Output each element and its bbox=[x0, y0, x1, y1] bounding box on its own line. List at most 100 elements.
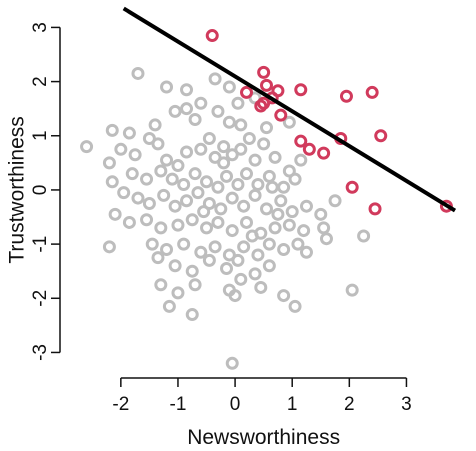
point-not-selected bbox=[133, 193, 143, 203]
y-tick-label: -3 bbox=[30, 344, 51, 361]
point-not-selected bbox=[236, 144, 246, 154]
point-not-selected bbox=[196, 144, 206, 154]
point-not-selected bbox=[210, 74, 220, 84]
y-tick-label: 2 bbox=[30, 76, 51, 87]
point-not-selected bbox=[196, 247, 206, 257]
point-not-selected bbox=[262, 123, 272, 133]
point-not-selected bbox=[276, 196, 286, 206]
y-axis: -3 -2 -1 0 1 2 3 bbox=[30, 22, 60, 361]
point-not-selected bbox=[182, 147, 192, 157]
point-not-selected bbox=[239, 242, 249, 252]
point-not-selected bbox=[124, 128, 134, 138]
point-not-selected bbox=[227, 193, 237, 203]
point-not-selected bbox=[216, 204, 226, 214]
point-selected bbox=[304, 144, 314, 154]
point-not-selected bbox=[167, 174, 177, 184]
point-not-selected bbox=[359, 231, 369, 241]
point-not-selected bbox=[190, 169, 200, 179]
point-not-selected bbox=[290, 174, 300, 184]
point-not-selected bbox=[82, 142, 92, 152]
point-not-selected bbox=[224, 117, 234, 127]
point-not-selected bbox=[253, 180, 263, 190]
point-not-selected bbox=[144, 198, 154, 208]
point-not-selected bbox=[330, 196, 340, 206]
point-not-selected bbox=[182, 104, 192, 114]
point-not-selected bbox=[293, 239, 303, 249]
point-not-selected bbox=[162, 245, 172, 255]
x-tick-label: -1 bbox=[170, 394, 187, 415]
point-not-selected bbox=[279, 245, 289, 255]
point-not-selected bbox=[193, 188, 203, 198]
point-not-selected bbox=[244, 133, 254, 143]
point-not-selected bbox=[190, 115, 200, 125]
point-selected bbox=[376, 131, 386, 141]
point-selected bbox=[347, 182, 357, 192]
point-not-selected bbox=[159, 190, 169, 200]
point-not-selected bbox=[250, 155, 260, 165]
point-not-selected bbox=[173, 161, 183, 171]
point-not-selected bbox=[233, 98, 243, 108]
point-not-selected bbox=[199, 207, 209, 217]
point-selected bbox=[276, 110, 286, 120]
point-not-selected bbox=[164, 301, 174, 311]
point-not-selected bbox=[156, 166, 166, 176]
point-not-selected bbox=[319, 223, 329, 233]
point-not-selected bbox=[130, 150, 140, 160]
y-axis-label: Trustworthiness bbox=[6, 116, 29, 263]
point-not-selected bbox=[316, 209, 326, 219]
data-points bbox=[82, 31, 452, 369]
point-not-selected bbox=[150, 120, 160, 130]
point-not-selected bbox=[202, 177, 212, 187]
point-not-selected bbox=[153, 253, 163, 263]
y-tick-label: 1 bbox=[30, 130, 51, 141]
point-selected bbox=[319, 148, 329, 158]
point-not-selected bbox=[233, 180, 243, 190]
point-not-selected bbox=[107, 125, 117, 135]
point-selected bbox=[367, 87, 377, 97]
point-not-selected bbox=[213, 182, 223, 192]
point-not-selected bbox=[224, 82, 234, 92]
point-not-selected bbox=[133, 68, 143, 78]
point-not-selected bbox=[256, 282, 266, 292]
point-not-selected bbox=[182, 196, 192, 206]
point-selected bbox=[370, 204, 380, 214]
point-not-selected bbox=[222, 263, 232, 273]
point-not-selected bbox=[236, 274, 246, 284]
point-not-selected bbox=[162, 82, 172, 92]
y-tick-label: 3 bbox=[30, 22, 51, 33]
point-not-selected bbox=[170, 201, 180, 211]
point-not-selected bbox=[179, 239, 189, 249]
point-not-selected bbox=[287, 207, 297, 217]
point-not-selected bbox=[156, 223, 166, 233]
point-not-selected bbox=[290, 301, 300, 311]
point-not-selected bbox=[156, 280, 166, 290]
x-tick-label: 0 bbox=[230, 394, 241, 415]
point-not-selected bbox=[187, 215, 197, 225]
point-not-selected bbox=[321, 234, 331, 244]
point-not-selected bbox=[127, 169, 137, 179]
point-not-selected bbox=[187, 310, 197, 320]
point-not-selected bbox=[142, 174, 152, 184]
point-not-selected bbox=[264, 239, 274, 249]
point-not-selected bbox=[299, 226, 309, 236]
point-not-selected bbox=[170, 106, 180, 116]
point-not-selected bbox=[219, 142, 229, 152]
point-not-selected bbox=[187, 266, 197, 276]
point-not-selected bbox=[219, 158, 229, 168]
point-not-selected bbox=[213, 106, 223, 116]
point-not-selected bbox=[110, 209, 120, 219]
point-not-selected bbox=[162, 155, 172, 165]
point-not-selected bbox=[173, 220, 183, 230]
x-tick-label: 3 bbox=[401, 394, 412, 415]
point-not-selected bbox=[124, 217, 134, 227]
point-not-selected bbox=[227, 226, 237, 236]
x-tick-label: 2 bbox=[344, 394, 355, 415]
point-not-selected bbox=[267, 182, 277, 192]
point-not-selected bbox=[279, 182, 289, 192]
point-not-selected bbox=[210, 242, 220, 252]
point-not-selected bbox=[239, 201, 249, 211]
point-not-selected bbox=[227, 358, 237, 368]
y-tick-label: 0 bbox=[30, 185, 51, 196]
point-selected bbox=[341, 91, 351, 101]
